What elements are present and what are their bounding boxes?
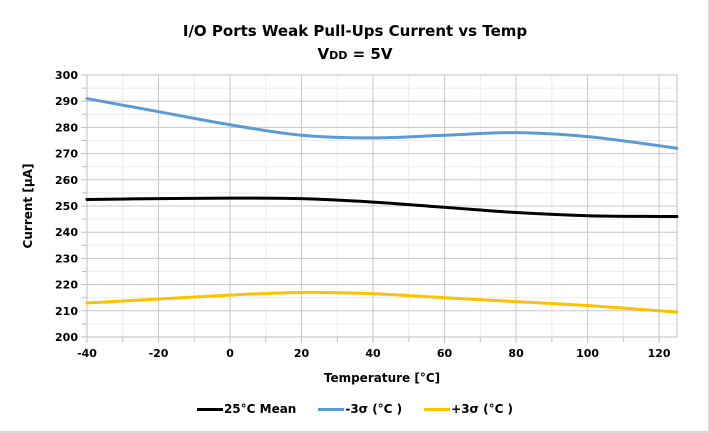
- chart-subtitle: VDD = 5V: [0, 45, 710, 63]
- series-lines: [85, 97, 679, 314]
- y-tick-label: 210: [55, 305, 78, 318]
- x-tick-label: -40: [77, 347, 97, 360]
- x-tick-label: 60: [437, 347, 453, 360]
- y-tick-label: 230: [55, 252, 78, 265]
- legend-swatch-plus-3sigma: [424, 407, 451, 411]
- y-tick-label: 270: [55, 148, 78, 161]
- series-line-plus-3sigma: [85, 290, 679, 314]
- x-tick-label: 80: [508, 347, 524, 360]
- y-tick-label: 260: [55, 174, 78, 187]
- legend: 25°C Mean -3σ (°C ) +3σ (°C ): [0, 402, 710, 416]
- series-line-minus-3sigma: [85, 97, 679, 150]
- subtitle-main: V: [317, 45, 330, 63]
- legend-swatch-mean: [196, 407, 223, 411]
- y-tick-label: 200: [55, 331, 78, 344]
- axes: [81, 74, 678, 343]
- x-tick-label: 100: [576, 347, 599, 360]
- y-tick-label: 240: [55, 226, 78, 239]
- x-tick-label: 120: [648, 347, 671, 360]
- plot-area-border: [86, 74, 678, 338]
- legend-label-mean: 25°C Mean: [223, 402, 297, 416]
- legend-swatch-minus-3sigma: [318, 407, 345, 411]
- subtitle-rest: = 5V: [347, 45, 393, 63]
- y-tick-label: 280: [55, 121, 78, 134]
- x-tick-label: 40: [365, 347, 381, 360]
- subtitle-subscript: DD: [329, 49, 348, 62]
- tick-labels: 200 210 220 230 240 250 260 270 280 290 300 -40 -20 0…: [55, 69, 671, 360]
- x-tick-label: -20: [149, 347, 169, 360]
- y-tick-label: 300: [55, 69, 78, 82]
- x-tick-label: 0: [226, 347, 234, 360]
- series-line-mean: [85, 196, 679, 219]
- legend-item-mean: 25°C Mean: [196, 402, 297, 416]
- legend-label-plus-3sigma: +3σ (°C ): [451, 402, 514, 416]
- chart-title: I/O Ports Weak Pull-Ups Current vs Temp: [182, 22, 528, 40]
- y-axis-label: Current [µA]: [21, 164, 35, 249]
- y-tick-label: 220: [55, 279, 78, 292]
- legend-item-plus-3sigma: +3σ (°C ): [424, 402, 513, 416]
- x-tick-label: 20: [294, 347, 310, 360]
- legend-item-minus-3sigma: -3σ (°C ): [318, 402, 402, 416]
- x-axis-label: Temperature [°C]: [324, 371, 440, 385]
- y-tick-label: 290: [55, 95, 78, 108]
- y-tick-label: 250: [55, 200, 78, 213]
- legend-label-minus-3sigma: -3σ (°C ): [345, 402, 403, 416]
